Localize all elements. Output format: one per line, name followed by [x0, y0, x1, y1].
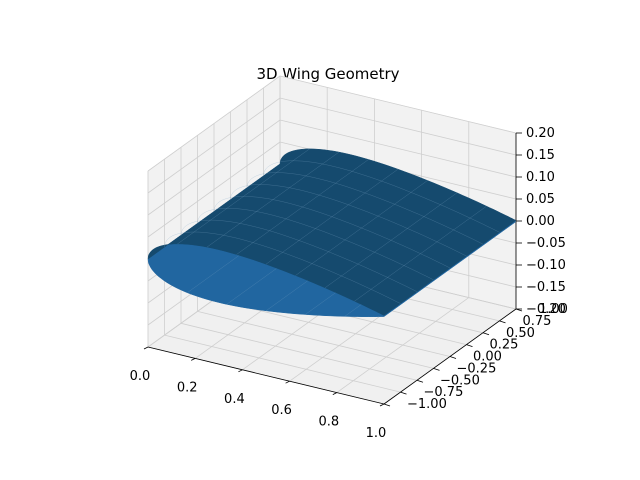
x-tick-label: 0.6 [271, 403, 292, 418]
wing-upper-gridline-span [230, 184, 467, 257]
y-tick-label: −0.75 [424, 385, 464, 400]
z-tick-label: 0.10 [526, 170, 555, 185]
grid-y-floor [180, 322, 418, 381]
z-tick-label: −0.05 [526, 236, 566, 251]
wing-upper-gridline-span [213, 196, 450, 269]
y-tick-label: 0.50 [506, 326, 535, 341]
y-tick-label: −0.50 [440, 373, 480, 388]
x-tick-label: 0.2 [177, 380, 198, 395]
grid-y-floor [197, 311, 434, 369]
wing-surface [147, 148, 517, 317]
y-tick-label: 0.75 [523, 314, 552, 329]
y-tick [433, 368, 440, 371]
grid-z-back [279, 75, 517, 134]
z-tick-label: 0.20 [526, 126, 555, 141]
grid-z-back [279, 119, 517, 178]
y-tick [482, 332, 490, 336]
y-tick-label: 1.00 [539, 302, 568, 317]
wing-upper-surface [147, 148, 517, 316]
x-tick-label: 0.8 [318, 415, 339, 430]
y-tick-label: 0.00 [473, 350, 502, 365]
z-tick-label: −0.20 [526, 302, 566, 317]
z-tick-label: 0.15 [526, 148, 555, 163]
x-tick [191, 358, 196, 361]
grid-z-left [147, 141, 281, 238]
chart-title: 3D Wing Geometry [256, 65, 399, 83]
x-tick [379, 403, 385, 407]
x-tick [332, 392, 337, 395]
x-axis-line [147, 346, 385, 405]
wing-upper-gridline-span [246, 172, 484, 245]
y-tick [449, 356, 457, 359]
z-tick-label: −0.10 [526, 258, 566, 273]
z-tick-label: 0.00 [526, 214, 555, 229]
wing-upper-gridline-span [197, 208, 434, 280]
y-tick [499, 320, 506, 324]
y-tick [383, 403, 391, 407]
z-tick-label: −0.15 [526, 280, 566, 295]
wing-upper-gridline-span [180, 219, 418, 292]
y-tick [400, 391, 407, 395]
tick-labels: 0.00.20.40.60.81.0−1.00−0.75−0.50−0.250.… [130, 126, 568, 441]
wing-upper-gridline-span [164, 231, 401, 304]
x-tick-label: 0.4 [224, 392, 245, 407]
tick-marks [143, 132, 523, 407]
wing-upper-gridline-span [263, 160, 500, 233]
y-tick-label: −0.25 [457, 361, 497, 376]
y-tick-label: −1.00 [407, 397, 447, 412]
grid-z-back [279, 97, 517, 156]
x-tick-label: 0.0 [130, 369, 151, 384]
grid-z-left [147, 97, 281, 194]
grid-z-left [147, 75, 281, 172]
y-tick-label: 0.25 [490, 338, 519, 353]
grid-z-left [147, 119, 281, 216]
x-tick-label: 1.0 [366, 426, 387, 441]
y-tick [466, 344, 473, 347]
grid-y-floor [164, 334, 401, 393]
z-tick-label: 0.05 [526, 192, 555, 207]
y-tick [416, 379, 424, 383]
x-tick [285, 380, 290, 384]
x-tick [238, 369, 243, 373]
x-tick [143, 346, 149, 350]
